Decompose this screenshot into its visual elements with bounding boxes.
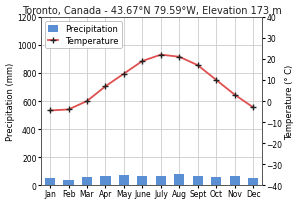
Y-axis label: Precipitation (mm): Precipitation (mm) — [6, 63, 15, 140]
Bar — [174, 174, 184, 185]
Bar — [211, 177, 221, 185]
Bar — [137, 176, 148, 185]
Bar — [100, 176, 111, 185]
Bar — [82, 177, 92, 185]
Title: Toronto, Canada - 43.67°N 79.59°W, Elevation 173 m: Toronto, Canada - 43.67°N 79.59°W, Eleva… — [22, 6, 281, 16]
Bar — [45, 178, 55, 185]
Bar — [119, 176, 129, 185]
Bar — [230, 176, 240, 185]
Bar — [248, 178, 258, 185]
Bar — [156, 176, 166, 185]
Bar — [193, 176, 203, 185]
Y-axis label: Temperature (° C): Temperature (° C) — [285, 64, 294, 139]
Bar — [64, 180, 74, 185]
Legend: Precipitation, Temperature: Precipitation, Temperature — [45, 22, 122, 49]
